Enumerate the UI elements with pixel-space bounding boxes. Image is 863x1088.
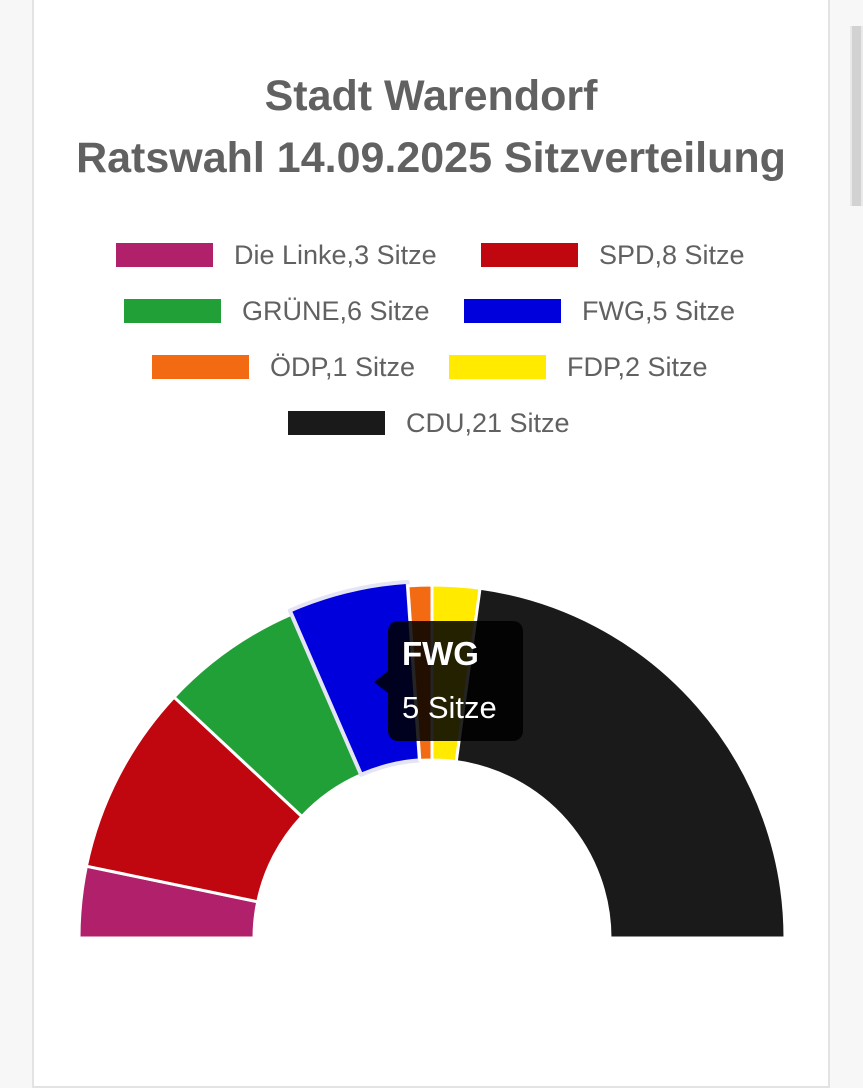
chart-title: Stadt Warendorf [264,72,598,120]
legend-swatch-cdu [288,411,385,435]
legend-label-cdu: CDU,21 Sitze [406,408,570,438]
legend-label-die-linke: Die Linke,3 Sitze [234,240,437,270]
legend-label-fdp: FDP,2 Sitze [567,352,708,382]
legend-swatch-oedp [152,355,249,379]
chart-tooltip: FWG 5 Sitze [388,621,523,741]
legend-label-oedp: ÖDP,1 Sitze [270,352,416,382]
legend-swatch-spd [481,243,578,267]
slice-cdu[interactable] [454,586,787,940]
legend-label-spd: SPD,8 Sitze [599,240,745,270]
chart-subtitle: Ratswahl 14.09.2025 Sitzverteilung [76,134,786,182]
legend-swatch-fdp [449,355,546,379]
legend-swatch-die-linke [116,243,213,267]
legend-label-fwg: FWG,5 Sitze [582,296,736,326]
legend-swatch-fwg [464,299,561,323]
tooltip-arrow [374,671,388,693]
slice-fwg[interactable] [287,579,422,777]
legend-label-gruene: GRÜNE,6 Sitze [242,296,430,326]
scrollbar-thumb[interactable] [852,26,861,206]
tooltip-title: FWG [402,635,479,672]
tooltip-body: 5 Sitze [402,690,497,725]
legend-swatch-gruene [124,299,221,323]
